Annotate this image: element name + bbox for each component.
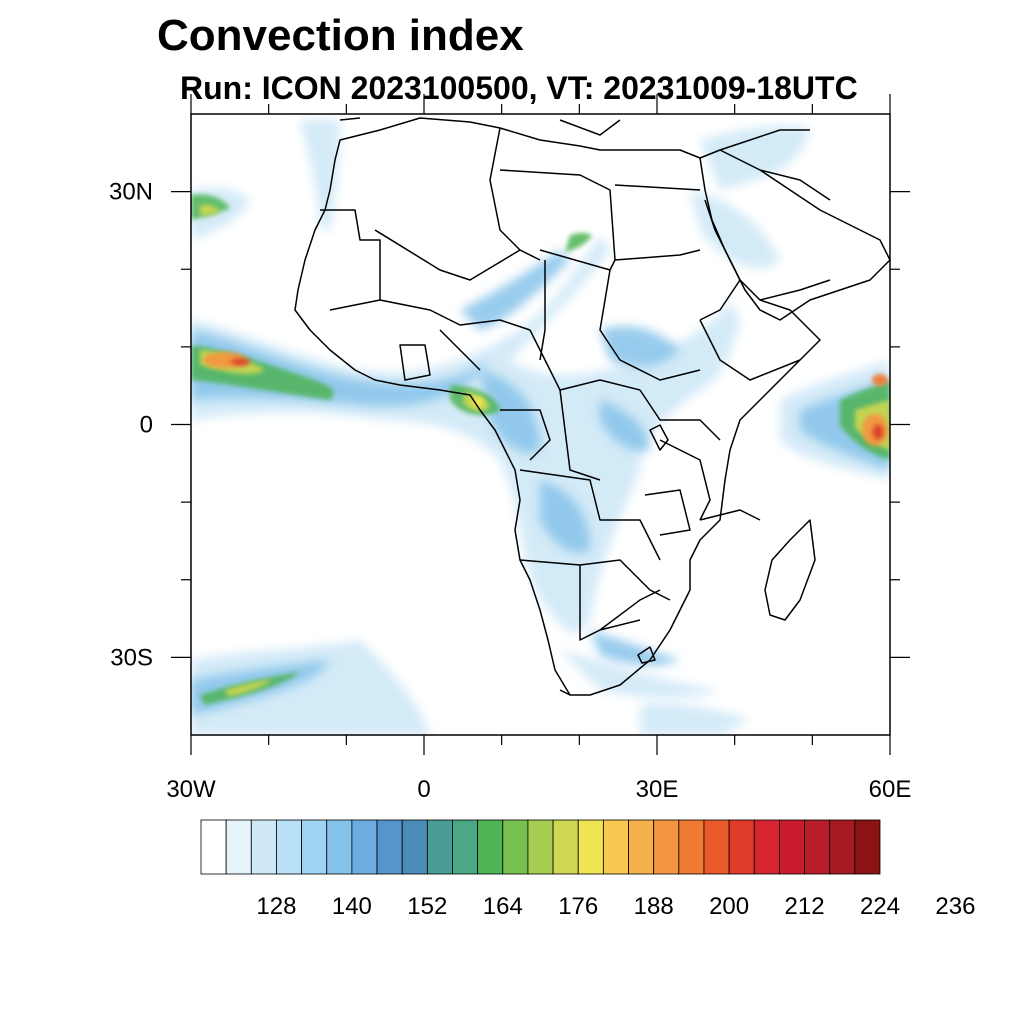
colorbar-swatch (628, 819, 655, 875)
colorbar-swatch (351, 819, 378, 875)
colorbar-swatch (276, 819, 302, 875)
colorbar-swatch (401, 819, 428, 875)
colorbar-label: 224 (860, 893, 900, 920)
colorbar-swatch (527, 819, 554, 875)
colorbar-swatch (452, 819, 479, 875)
colorbar-swatch (804, 819, 831, 875)
lon-tick-label: 60E (869, 776, 912, 803)
colorbar-swatch (225, 819, 252, 875)
lon-tick-label: 0 (417, 776, 430, 803)
colorbar-swatch (753, 819, 780, 875)
map-subtitle: Run: ICON 2023100500, VT: 20231009-18UTC (180, 70, 858, 106)
colorbar-swatch (653, 819, 680, 875)
colorbar-label: 128 (256, 893, 296, 920)
colorbar-label: 176 (558, 893, 598, 920)
colorbar-swatch (602, 819, 629, 875)
colorbar-swatch (426, 819, 453, 875)
colorbar-swatch (250, 819, 277, 875)
colorbar-swatch (552, 819, 579, 875)
colorbar: 128 140 152 164 176 188 200 212 224 236 (200, 819, 975, 920)
colorbar-label: 164 (483, 893, 523, 920)
colorbar-swatch (728, 819, 755, 875)
lat-tick-label: 30N (109, 179, 153, 206)
colorbar-label: 200 (709, 893, 749, 920)
lat-tick-label: 0 (140, 412, 153, 439)
map-plot-area (191, 114, 890, 735)
colorbar-swatch (829, 819, 856, 875)
lat-tick-label: 30S (110, 644, 153, 671)
colorbar-swatch (200, 819, 227, 875)
colorbar-swatch (326, 819, 353, 875)
lon-tick-label: 30W (166, 776, 216, 803)
axis-tick-labels: 30W 0 30E 60E 30N 0 30S (109, 179, 911, 803)
colorbar-swatch (376, 819, 403, 875)
colorbar-swatch (502, 819, 529, 875)
convection-field (191, 120, 890, 735)
colorbar-label: 140 (332, 893, 372, 920)
lon-tick-label: 30E (636, 776, 679, 803)
colorbar-label: 212 (785, 893, 825, 920)
colorbar-label: 236 (935, 893, 975, 920)
colorbar-label: 188 (634, 893, 674, 920)
colorbar-swatch (301, 819, 328, 875)
map-title: Convection index (157, 11, 524, 60)
axis-ticks (171, 94, 910, 755)
colorbar-swatch (703, 819, 730, 875)
colorbar-swatch (779, 819, 805, 875)
coastlines-borders (294, 117, 890, 696)
colorbar-swatch (854, 819, 881, 875)
colorbar-swatch (678, 819, 705, 875)
colorbar-swatch (477, 819, 504, 875)
colorbar-label: 152 (407, 893, 447, 920)
colorbar-swatch (577, 819, 604, 875)
